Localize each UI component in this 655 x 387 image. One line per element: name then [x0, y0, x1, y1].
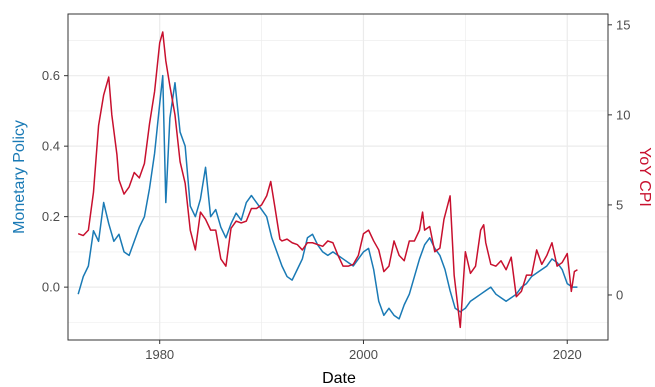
x-tick-label: 1980 — [145, 347, 174, 362]
y-left-tick-label: 0.6 — [42, 68, 60, 83]
y-left-tick-label: 0.0 — [42, 280, 60, 295]
x-tick-label: 2020 — [553, 347, 582, 362]
y-left-axis-title: Monetary Policy — [11, 120, 28, 234]
series-layer — [77, 31, 578, 329]
y-left-tick-label: 0.4 — [42, 139, 60, 154]
y-right-axis-title: YoY CPI — [636, 147, 653, 207]
series-line-yoy-cpi — [77, 31, 578, 329]
y-right-tick-label: 5 — [616, 197, 623, 212]
grid-layer — [68, 14, 608, 340]
panel-border — [67, 13, 609, 341]
x-axis-title: Date — [322, 370, 356, 387]
series-line-monetary-policy — [77, 74, 578, 320]
y-left-tick-label: 0.2 — [42, 209, 60, 224]
axes-layer: 1980 2000 2020 0.0 0.2 0.4 0.6 0 5 10 15 — [42, 17, 631, 362]
x-tick-label: 2000 — [349, 347, 378, 362]
y-right-tick-label: 10 — [616, 107, 630, 122]
y-right-tick-label: 0 — [616, 287, 623, 302]
y-right-tick-label: 15 — [616, 17, 630, 32]
